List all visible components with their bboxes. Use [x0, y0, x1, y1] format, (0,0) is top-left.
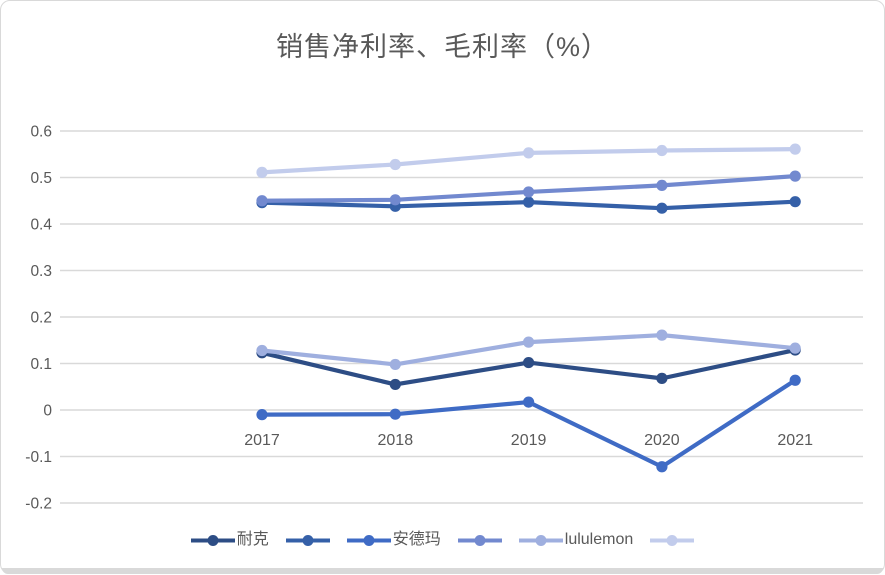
y-tick-label: 0.3: [30, 263, 52, 280]
series-marker-4: [789, 342, 801, 354]
legend-marker-icon: [457, 534, 502, 546]
x-tick-label: 2019: [511, 432, 547, 449]
series-marker-3: [389, 194, 401, 206]
series-marker-5: [256, 166, 268, 178]
y-tick-label: 0: [43, 403, 52, 420]
series-marker-2: [789, 374, 801, 386]
legend-marker-icon: [285, 534, 330, 546]
chart-title: 销售净利率、毛利率（%）: [275, 32, 609, 62]
y-tick-label: 0.1: [30, 356, 52, 373]
series-marker-1: [523, 196, 535, 208]
y-tick-label: 0.5: [30, 170, 52, 187]
legend-marker-icon: [518, 534, 563, 546]
x-tick-label: 2020: [644, 432, 680, 449]
series-marker-4: [656, 329, 668, 341]
legend-item-安德玛: 安德玛: [346, 531, 441, 548]
series-marker-5: [789, 143, 801, 155]
legend-item-耐克: 耐克: [190, 531, 269, 548]
series-marker-3: [789, 170, 801, 182]
legend-label: 耐克: [236, 531, 269, 548]
y-tick-label: 0.6: [30, 124, 52, 141]
series-marker-3: [656, 179, 668, 192]
series-marker-4: [389, 358, 401, 371]
legend-item-series-1: [285, 534, 330, 547]
x-tick-label: 2017: [244, 432, 280, 449]
frame-bottom-edge: [2, 568, 883, 574]
series-marker-0: [523, 356, 535, 369]
y-tick-label: -0.1: [25, 449, 52, 466]
x-tick-label: 2018: [378, 432, 414, 449]
series-line-2: [259, 378, 798, 469]
series-marker-2: [256, 409, 268, 421]
legend-label: 安德玛: [392, 531, 441, 548]
legend-marker-icon: [190, 534, 235, 546]
series-marker-2: [656, 461, 668, 473]
series-marker-0: [389, 378, 401, 391]
series-marker-5: [389, 158, 401, 171]
legend-label: lululemon: [564, 531, 634, 548]
legend: 耐克 安德玛 lululemon: [1, 532, 884, 548]
y-tick-label: 0.4: [30, 217, 52, 234]
series-marker-2: [389, 408, 401, 420]
y-tick-label: -0.2: [25, 496, 52, 513]
series-marker-3: [256, 195, 268, 207]
x-tick-label: 2021: [777, 432, 813, 449]
series-marker-0: [656, 372, 668, 384]
y-tick-label: 0.2: [30, 310, 52, 327]
legend-item-series-5: [650, 534, 695, 547]
series-marker-4: [256, 344, 268, 357]
series-marker-3: [523, 186, 535, 198]
series-marker-1: [789, 196, 801, 208]
legend-item-lululemon: lululemon: [518, 531, 634, 548]
series-marker-1: [656, 202, 668, 214]
series-marker-5: [656, 144, 668, 157]
legend-marker-icon: [346, 534, 391, 546]
legend-item-series-3: [457, 534, 502, 547]
legend-marker-icon: [650, 534, 695, 546]
series-marker-4: [523, 336, 535, 348]
series-marker-2: [523, 396, 535, 408]
series-marker-5: [523, 147, 535, 159]
